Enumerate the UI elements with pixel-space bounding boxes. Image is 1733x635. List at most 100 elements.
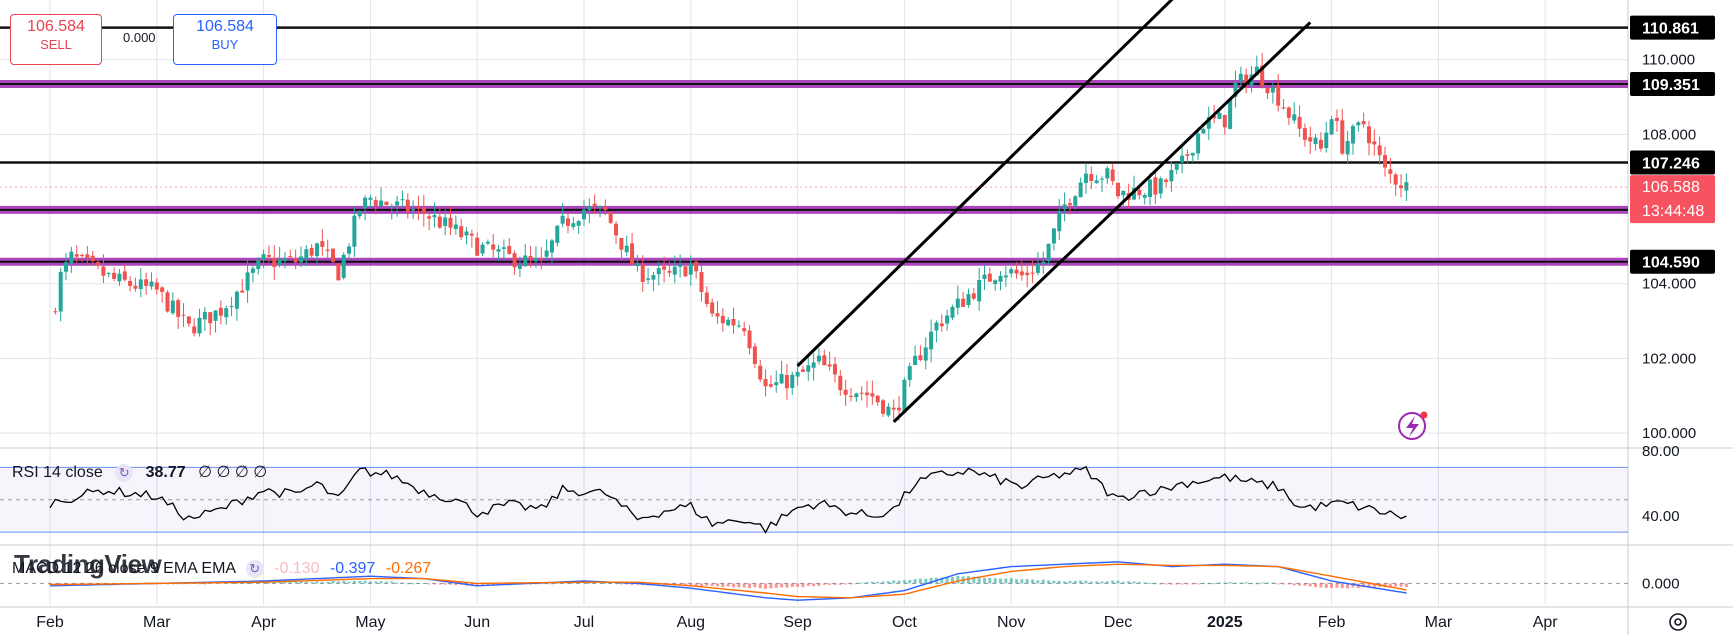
up-candle-body [726,319,731,326]
up-candle-body [1057,211,1062,232]
macd-histogram-bar [897,580,901,584]
down-candle-body [1276,85,1281,106]
down-candle-body [1281,107,1286,109]
up-candle-body [651,275,656,280]
macd-histogram-bar [1036,580,1040,584]
up-candle-body [806,365,811,372]
down-candle-body [240,290,245,293]
up-candle-body [1121,190,1126,196]
down-candle-body [720,315,725,324]
down-candle-body [699,271,704,292]
down-candle-body [731,318,736,326]
up-candle-body [549,240,554,253]
sell-button[interactable]: 106.584 SELL [10,14,102,65]
macd-histogram-bar [497,583,501,585]
macd-histogram-bar [753,583,757,588]
up-candle-body [656,268,661,275]
down-candle-body [971,293,976,299]
down-candle-body [1383,155,1387,168]
up-candle-body [245,272,250,291]
macd-settings-icon[interactable]: ↻ [245,560,264,578]
macd-histogram-bar [1335,583,1339,588]
up-candle-body [1158,178,1163,194]
up-candle-body [1142,195,1147,198]
macd-line [49,561,1407,601]
up-candle-body [298,256,303,263]
macd-histogram-bar [374,581,378,584]
up-candle-body [934,322,939,331]
up-candle-body [811,362,816,368]
trend-line [796,0,1174,367]
up-candle-body [1041,261,1046,265]
macd-histogram-bar [1233,582,1237,584]
down-candle-body [710,302,715,314]
macd-histogram-bar [443,583,447,585]
up-candle-body [117,273,122,282]
macd-histogram-bar [999,578,1003,584]
down-candle-body [416,206,421,208]
macd-name: MACD 12 26 close 9 EMA EMA [12,560,236,577]
macd-histogram-bar [972,576,976,584]
down-candle-body [619,237,624,250]
up-candle-body [1051,228,1056,244]
down-candle-body [608,212,613,223]
up-candle-body [229,306,234,308]
buy-button[interactable]: 106.584 BUY [173,14,277,65]
settings-gear-icon[interactable] [1669,613,1687,631]
macd-histogram-bar [545,583,549,585]
macd-histogram-bar [278,581,282,584]
up-candle-body [779,373,784,384]
down-candle-body [667,270,672,273]
macd-histogram-bar [1367,583,1371,588]
macd-histogram-bar [940,577,944,584]
time-axis-label: Aug [677,614,705,631]
macd-histogram-bar [716,583,719,587]
rsi-legend[interactable]: RSI 14 close ↻ 38.77 ∅ ∅ ∅ ∅ [12,462,267,482]
up-candle-body [1078,182,1083,198]
up-candle-body [1099,178,1104,180]
up-candle-body [1356,122,1361,126]
time-axis-label: 2025 [1207,614,1243,631]
macd-histogram-bar [486,583,490,586]
macd-histogram-bar [1346,583,1350,589]
macd-histogram-bar [1292,583,1296,586]
buy-price: 106.584 [196,18,254,35]
down-candle-body [1372,141,1377,145]
macd-legend[interactable]: MACD 12 26 close 9 EMA EMA ↻ -0.130 -0.3… [12,560,431,578]
macd-histogram-bar [1111,580,1115,584]
up-candle-body [1073,196,1078,206]
macd-histogram-bar [1303,583,1307,586]
down-candle-body [448,217,453,228]
down-candle-body [1334,117,1339,122]
macd-histogram-bar [732,583,736,588]
up-candle-body [533,258,538,262]
macd-histogram-bar [993,578,997,584]
up-candle-body [1329,119,1334,135]
up-candle-body [1035,263,1040,273]
down-candle-body [336,264,341,281]
up-candle-body [250,268,255,273]
rsi-settings-icon[interactable]: ↻ [115,464,134,482]
macd-signal: -0.267 [385,560,432,577]
rsi-extra: ∅ ∅ ∅ ∅ [198,464,268,481]
down-candle-body [373,200,378,206]
lightning-icon[interactable] [1398,411,1428,440]
down-candle-body [891,407,896,410]
macd-histogram-bar [1004,578,1008,584]
macd-histogram-bar [1223,582,1227,584]
macd-histogram-bar [1047,580,1051,584]
macd-histogram-bar [331,580,335,584]
down-candle-body [469,233,474,236]
down-candle-body [122,271,127,280]
macd-histogram-bar [1298,583,1302,586]
down-candle-body [218,307,223,316]
up-candle-body [1003,275,1008,278]
down-candle-body [1116,182,1120,197]
up-candle-body [363,197,368,209]
price-axis-tick: 104.000 [1642,276,1696,293]
up-candle-body [69,251,74,264]
down-candle-body [512,253,517,268]
up-candle-body [341,254,346,278]
macd-histogram-bar [449,583,452,585]
